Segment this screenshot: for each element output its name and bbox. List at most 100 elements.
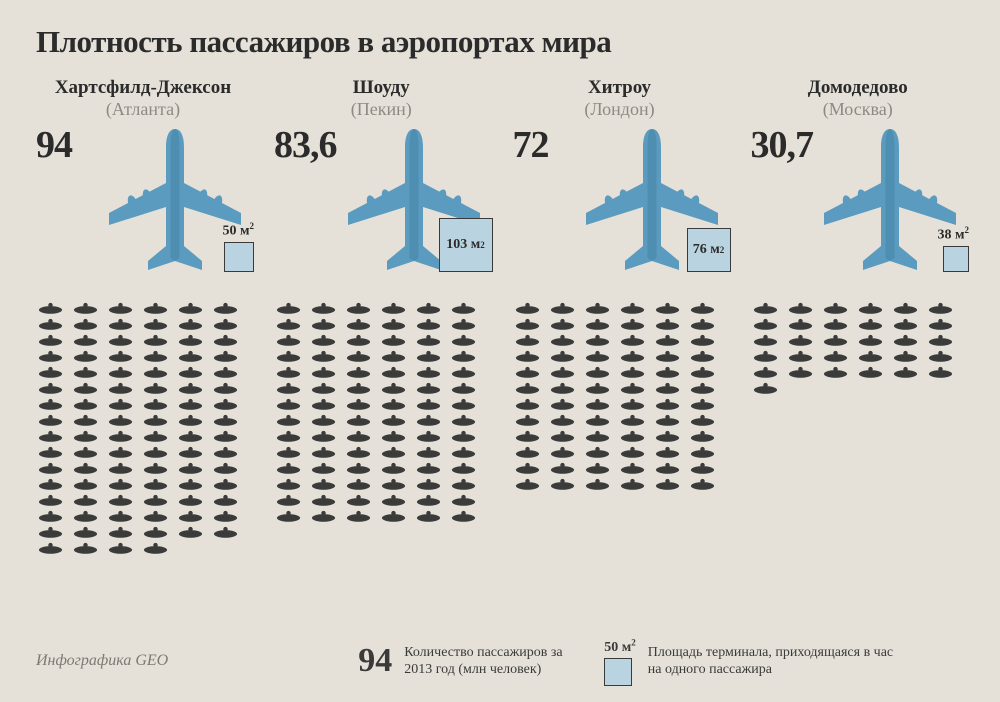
- person-unit: [106, 334, 135, 346]
- area-label: 38 м2: [937, 225, 969, 244]
- person-unit: [821, 302, 850, 314]
- person-unit: [344, 302, 373, 314]
- person-unit: [618, 430, 647, 442]
- person-unit: [751, 382, 780, 394]
- person-unit: [309, 462, 338, 474]
- person-unit: [274, 462, 303, 474]
- person-icon: [141, 510, 170, 522]
- person-unit: [891, 366, 920, 378]
- person-unit: [141, 510, 170, 522]
- person-icon: [449, 350, 478, 362]
- person-icon: [36, 350, 65, 362]
- person-icon: [821, 350, 850, 362]
- person-icon: [211, 462, 240, 474]
- person-icon: [414, 350, 443, 362]
- person-unit: [414, 478, 443, 490]
- person-icon: [786, 366, 815, 378]
- person-icon: [379, 350, 408, 362]
- person-icon: [449, 318, 478, 330]
- person-icon: [821, 302, 850, 314]
- person-icon: [71, 446, 100, 458]
- person-icon: [926, 318, 955, 330]
- person-icon: [688, 462, 717, 474]
- person-unit: [449, 318, 478, 330]
- person-unit: [344, 398, 373, 410]
- person-unit: [36, 302, 65, 314]
- person-unit: [309, 446, 338, 458]
- person-icon: [786, 318, 815, 330]
- person-unit: [141, 366, 170, 378]
- person-icon: [106, 446, 135, 458]
- person-icon: [309, 478, 338, 490]
- person-icon: [211, 302, 240, 314]
- airport-name: Хартсфилд-Джексон: [36, 78, 250, 99]
- person-icon: [513, 430, 542, 442]
- person-icon: [106, 350, 135, 362]
- person-icon: [688, 414, 717, 426]
- plane-wrap: 103 м2: [339, 126, 489, 276]
- person-icon: [211, 398, 240, 410]
- person-unit: [583, 478, 612, 490]
- person-icon: [309, 446, 338, 458]
- person-icon: [688, 478, 717, 490]
- person-unit: [618, 366, 647, 378]
- person-unit: [653, 350, 682, 362]
- person-unit: [274, 350, 303, 362]
- person-icon: [141, 478, 170, 490]
- person-icon: [36, 462, 65, 474]
- person-icon: [379, 494, 408, 506]
- people-grid: [513, 302, 727, 490]
- person-unit: [176, 510, 205, 522]
- person-unit: [688, 366, 717, 378]
- person-unit: [211, 430, 240, 442]
- person-icon: [274, 414, 303, 426]
- person-icon: [414, 398, 443, 410]
- person-unit: [36, 510, 65, 522]
- person-icon: [653, 318, 682, 330]
- person-unit: [891, 318, 920, 330]
- person-unit: [856, 318, 885, 330]
- person-icon: [414, 366, 443, 378]
- person-icon: [821, 334, 850, 346]
- person-unit: [786, 366, 815, 378]
- person-icon: [141, 430, 170, 442]
- person-unit: [106, 366, 135, 378]
- person-unit: [176, 478, 205, 490]
- person-icon: [211, 318, 240, 330]
- person-unit: [583, 446, 612, 458]
- person-icon: [751, 302, 780, 314]
- person-unit: [309, 350, 338, 362]
- person-icon: [71, 302, 100, 314]
- person-unit: [141, 526, 170, 538]
- person-unit: [176, 494, 205, 506]
- person-unit: [653, 462, 682, 474]
- person-unit: [211, 318, 240, 330]
- person-unit: [36, 542, 65, 554]
- person-unit: [548, 414, 577, 426]
- person-icon: [141, 318, 170, 330]
- area-box: 76 м2: [687, 228, 731, 272]
- person-unit: [106, 462, 135, 474]
- person-unit: [71, 334, 100, 346]
- person-unit: [618, 478, 647, 490]
- person-icon: [821, 366, 850, 378]
- person-icon: [176, 462, 205, 474]
- person-unit: [176, 350, 205, 362]
- person-icon: [414, 302, 443, 314]
- person-unit: [141, 478, 170, 490]
- person-icon: [274, 302, 303, 314]
- person-unit: [309, 414, 338, 426]
- person-unit: [106, 446, 135, 458]
- person-icon: [36, 478, 65, 490]
- person-unit: [548, 462, 577, 474]
- person-unit: [548, 318, 577, 330]
- person-icon: [513, 414, 542, 426]
- people-grid: [274, 302, 489, 522]
- person-icon: [583, 414, 612, 426]
- person-icon: [274, 446, 303, 458]
- person-icon: [653, 430, 682, 442]
- person-icon: [449, 302, 478, 314]
- person-unit: [379, 382, 408, 394]
- person-icon: [176, 494, 205, 506]
- person-unit: [309, 430, 338, 442]
